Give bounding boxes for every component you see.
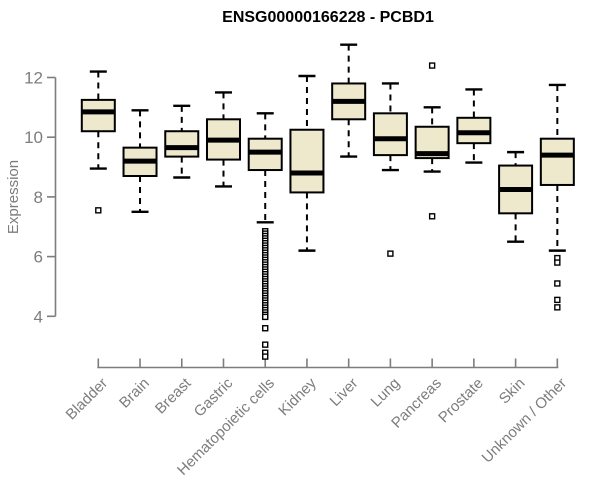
y-tick-label: 8 [34,188,43,207]
outlier-point [262,353,269,360]
y-tick-label: 6 [34,248,43,267]
iqr-box [80,98,116,133]
box-brain [122,109,158,214]
outlier-point [95,207,102,214]
chart-title: ENSG00000166228 - PCBD1 [222,9,434,26]
iqr-box [164,130,200,158]
box-unknown-other [539,83,575,311]
outlier-point [554,280,561,287]
box-prostate [456,88,492,164]
outlier-point [387,250,394,257]
outlier-point [554,259,561,266]
boxes-layer [80,43,575,360]
outlier-point [554,296,561,304]
x-tick-label: Prostate [435,375,487,427]
iqr-box [539,137,575,186]
box-kidney [289,74,325,252]
outlier-point [428,62,436,69]
x-tick-label: Skin [496,375,529,408]
x-tick-label: Brain [116,375,153,412]
y-tick-label: 10 [24,128,43,147]
outlier-point [262,341,269,348]
outlier-point [428,213,436,220]
box-pancreas [414,62,450,220]
iqr-box [289,128,325,194]
x-tick-label: Liver [326,375,361,410]
outlier-point [262,325,269,332]
y-axis-title: Expression [5,160,22,234]
box-hematopoietic-cells [247,112,283,360]
y-tick-label: 4 [34,307,43,326]
x-tick-label: Kidney [275,374,320,419]
box-gastric [205,91,241,188]
outlier-point [262,313,269,321]
y-axis: 4 6 8 10 12 [24,69,57,326]
box-breast [164,104,200,179]
x-tick-label: Lung [368,375,404,411]
box-lung [372,82,408,257]
x-tick-label: Bladder [63,375,112,424]
y-tick-label: 12 [24,69,43,88]
outlier-point [554,304,561,311]
x-tick-label: Breast [152,374,195,417]
box-liver [331,43,367,158]
box-skin [498,150,534,243]
box-bladder [80,70,116,214]
iqr-box [372,112,408,157]
